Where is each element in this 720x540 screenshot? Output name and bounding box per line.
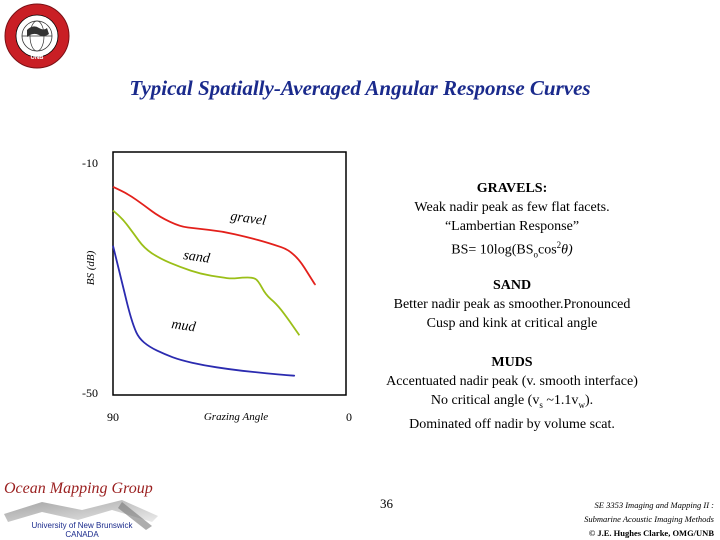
muds-notes: MUDS Accentuated nadir peak (v. smooth i… bbox=[352, 353, 672, 434]
sand-line1: Better nadir peak as smoother.Pronounced bbox=[393, 297, 631, 312]
sonar-swath-graphic bbox=[4, 500, 158, 530]
x-axis-label: Grazing Angle bbox=[204, 411, 268, 423]
x-tick-right: 0 bbox=[346, 410, 352, 424]
muds-heading: MUDS bbox=[491, 355, 533, 370]
page-number: 36 bbox=[380, 496, 393, 511]
gravel-series-line bbox=[112, 185, 316, 286]
geomatics-engineering-seal-logo: UNB bbox=[4, 3, 70, 69]
course-label: SE 3353 Imaging and Mapping II : bbox=[594, 500, 714, 510]
mud-curve-label: mud bbox=[170, 317, 197, 335]
y-tick-top: -10 bbox=[82, 156, 98, 170]
gravels-line1: Weak nadir peak as few flat facets. bbox=[414, 200, 610, 215]
sand-line2: Cusp and kink at critical angle bbox=[426, 316, 598, 331]
ocean-mapping-group-label: Ocean Mapping Group bbox=[4, 480, 153, 497]
sand-notes: SAND Better nadir peak as smoother.Prono… bbox=[352, 276, 672, 333]
country-label: CANADA bbox=[65, 530, 99, 539]
y-axis-label: BS (dB) bbox=[85, 250, 97, 285]
muds-line1: Accentuated nadir peak (v. smooth interf… bbox=[386, 374, 638, 389]
slide-title: Typical Spatially-Averaged Angular Respo… bbox=[129, 76, 591, 100]
course-subtitle: Submarine Acoustic Imaging Methods bbox=[584, 514, 714, 524]
gravels-notes: GRAVELS: Weak nadir peak as few flat fac… bbox=[352, 179, 672, 264]
copyright-label: © J.E. Hughes Clarke, OMG/UNB bbox=[588, 528, 714, 538]
x-tick-left: 90 bbox=[107, 410, 119, 424]
gravels-formula: BS= 10log(BSocos2θ) bbox=[451, 240, 573, 260]
sand-heading: SAND bbox=[492, 278, 532, 293]
sand-curve-label: sand bbox=[182, 248, 211, 267]
muds-line2: No critical angle (vs ~1.1vw). bbox=[430, 393, 594, 410]
svg-text:UNB: UNB bbox=[31, 55, 45, 61]
y-tick-bottom: -50 bbox=[82, 386, 98, 400]
plot-frame bbox=[112, 151, 347, 396]
gravels-line2: “Lambertian Response” bbox=[444, 219, 580, 234]
gravels-heading: GRAVELS: bbox=[476, 181, 548, 196]
muds-line3: Dominated off nadir by volume scat. bbox=[409, 416, 615, 432]
mud-series-line bbox=[112, 245, 296, 377]
sand-series-line bbox=[112, 209, 301, 336]
gravel-curve-label: gravel bbox=[229, 209, 267, 229]
university-label: University of New Brunswick bbox=[31, 521, 133, 530]
